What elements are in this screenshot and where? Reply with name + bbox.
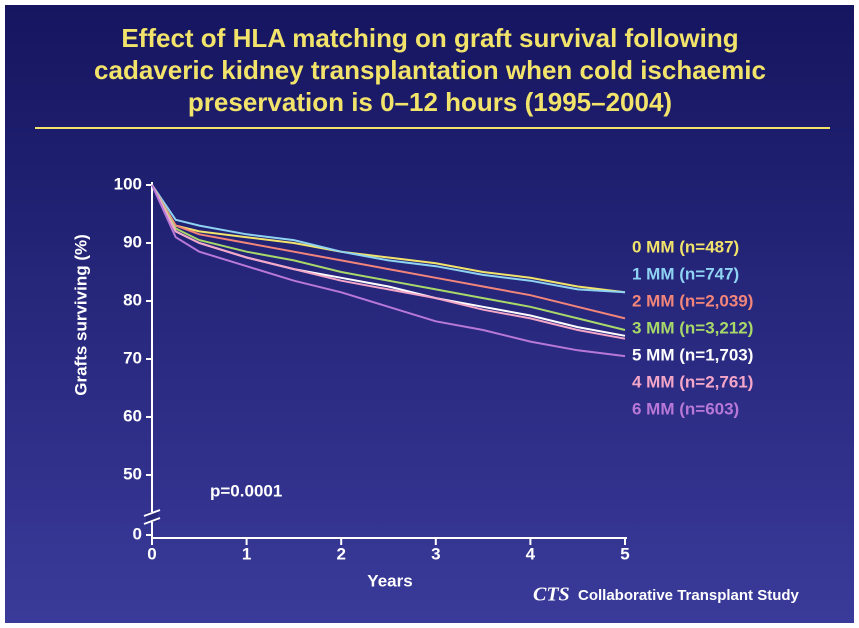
x-tick-label: 5: [620, 544, 629, 563]
chart-title: preservation is 0–12 hours (1995–2004): [188, 87, 672, 117]
series-line: [151, 184, 626, 358]
x-axis-label: Years: [367, 571, 412, 590]
y-tick-label: 90: [123, 232, 142, 251]
footer-text: Collaborative Transplant Study: [578, 587, 800, 604]
x-tick-label: 1: [242, 544, 251, 563]
footer-logo: CTS: [533, 584, 570, 606]
y-axis-label: Grafts surviving (%): [71, 234, 90, 396]
y-tick-label: 50: [123, 464, 142, 483]
series-line: [151, 184, 626, 340]
y-tick-label: 80: [123, 290, 142, 309]
legend-entry: 6 MM (n=603): [632, 399, 739, 418]
legend-entry: 3 MM (n=3,212): [632, 318, 753, 337]
series-line: [151, 184, 626, 294]
series-line: [151, 184, 626, 320]
legend-entry: 2 MM (n=2,039): [632, 291, 753, 310]
legend-entry: 4 MM (n=2,761): [632, 372, 753, 391]
annotation: p=0.0001: [210, 481, 282, 500]
series-line: [151, 184, 626, 331]
axis-break: [143, 517, 161, 525]
legend-entry: 1 MM (n=747): [632, 264, 739, 283]
axis-break-gap: [146, 512, 158, 522]
x-tick-label: 2: [336, 544, 345, 563]
x-tick-label: 0: [147, 544, 156, 563]
series-line: [151, 184, 626, 294]
chart-title: Effect of HLA matching on graft survival…: [121, 23, 738, 53]
chart-title: cadaveric kidney transplantation when co…: [94, 55, 766, 85]
x-tick-label: 3: [431, 544, 440, 563]
legend-entry: 0 MM (n=487): [632, 237, 739, 256]
y-tick-label: 0: [133, 524, 142, 543]
y-tick-label: 60: [123, 406, 142, 425]
axis-break: [143, 509, 161, 517]
x-tick-label: 4: [526, 544, 536, 563]
y-tick-label: 100: [114, 174, 142, 193]
legend-entry: 5 MM (n=1,703): [632, 345, 753, 364]
y-tick-label: 70: [123, 348, 142, 367]
